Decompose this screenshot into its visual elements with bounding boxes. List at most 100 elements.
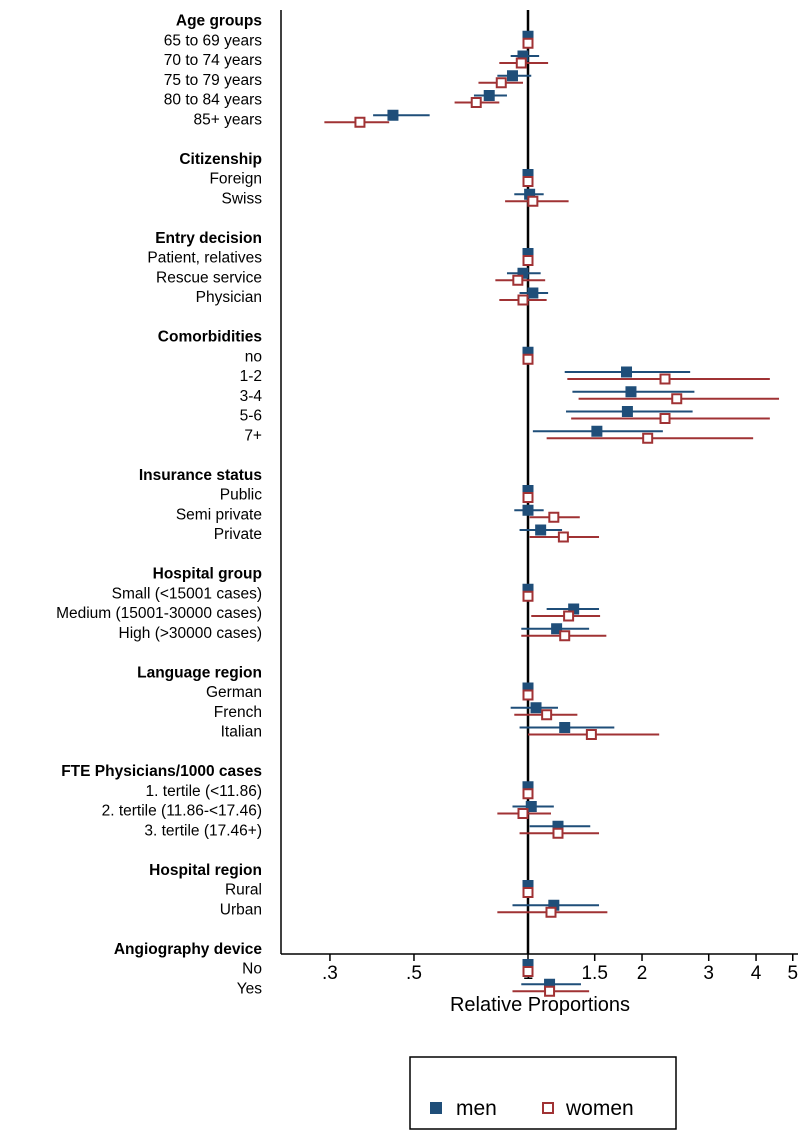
women-point bbox=[522, 492, 534, 503]
women-point bbox=[659, 413, 671, 424]
legend-box bbox=[409, 1056, 677, 1130]
men-point bbox=[517, 50, 529, 62]
row-label: Urban bbox=[220, 901, 262, 918]
x-tick-label: 3 bbox=[703, 963, 714, 984]
x-tick-label: .3 bbox=[322, 963, 338, 984]
row-label: Rural bbox=[225, 882, 262, 899]
row-label: Patient, relatives bbox=[147, 250, 262, 267]
row-labels: Age groups 65 to 69 years 70 to 74 years 75… bbox=[56, 13, 262, 998]
women-point bbox=[642, 432, 654, 444]
x-tick-label: .5 bbox=[406, 963, 422, 984]
row-label: 3. tertile (17.46+) bbox=[144, 822, 262, 839]
row-label: Swiss bbox=[222, 190, 263, 207]
women-point bbox=[517, 808, 529, 819]
women-point bbox=[545, 906, 557, 918]
legend-women-marker bbox=[542, 1102, 554, 1114]
women-point bbox=[470, 97, 482, 108]
men-point bbox=[522, 30, 534, 42]
legend: men women bbox=[409, 1056, 677, 1130]
row-label: no bbox=[245, 348, 262, 365]
row-label: 80 to 84 years bbox=[164, 92, 262, 109]
men-point bbox=[568, 603, 580, 615]
row-label: German bbox=[206, 684, 262, 701]
row-label: 85+ years bbox=[193, 111, 262, 128]
men-point bbox=[522, 248, 534, 259]
women-point bbox=[515, 57, 527, 69]
group-header: Citizenship bbox=[179, 151, 262, 168]
women-point bbox=[522, 590, 534, 602]
men-point bbox=[621, 366, 633, 378]
row-label: 75 to 79 years bbox=[164, 72, 262, 89]
women-point bbox=[517, 294, 529, 306]
row-label: Italian bbox=[221, 724, 262, 741]
row-label: Private bbox=[214, 526, 262, 543]
women-point bbox=[671, 393, 683, 405]
row-label: Yes bbox=[237, 980, 263, 997]
row-label: 70 to 74 years bbox=[164, 52, 262, 69]
row-label: French bbox=[214, 704, 262, 721]
women-point bbox=[495, 77, 507, 89]
group-header: Insurance status bbox=[139, 467, 262, 484]
women-point bbox=[522, 255, 534, 266]
men-point bbox=[483, 90, 495, 101]
men-point bbox=[524, 188, 536, 200]
men-point bbox=[522, 504, 534, 516]
women-point bbox=[522, 353, 534, 365]
row-label: 65 to 69 years bbox=[164, 32, 262, 49]
group-header: Age groups bbox=[176, 13, 262, 30]
x-tick-label: 2 bbox=[637, 963, 648, 984]
row-label: Foreign bbox=[209, 171, 262, 188]
group-header: Entry decision bbox=[155, 230, 262, 247]
women-point bbox=[541, 709, 553, 721]
women-point bbox=[659, 373, 671, 385]
men-point bbox=[522, 781, 534, 793]
row-label: 7+ bbox=[244, 427, 262, 444]
men-point bbox=[522, 682, 534, 694]
men-point bbox=[522, 583, 534, 595]
men-point bbox=[522, 959, 534, 970]
men-point bbox=[530, 702, 542, 714]
row-label: Rescue service bbox=[156, 269, 262, 286]
men-point bbox=[535, 524, 547, 536]
women-point bbox=[512, 274, 524, 286]
men-point bbox=[506, 70, 518, 82]
row-label: Small (<15001 cases) bbox=[112, 585, 262, 602]
men-point bbox=[551, 623, 563, 635]
legend-men-label: men bbox=[456, 1097, 497, 1120]
men-point bbox=[621, 406, 633, 417]
row-label: Medium (15001-30000 cases) bbox=[56, 605, 262, 622]
women-point bbox=[522, 966, 534, 977]
men-point bbox=[387, 109, 399, 121]
men-point bbox=[517, 267, 529, 279]
x-axis-title: Relative Proportions bbox=[450, 994, 630, 1016]
men-point bbox=[548, 899, 560, 911]
men-point bbox=[625, 386, 637, 398]
group-header: Language region bbox=[137, 664, 262, 681]
women-point bbox=[522, 176, 534, 187]
women-point bbox=[563, 610, 575, 622]
row-label: Semi private bbox=[176, 506, 262, 523]
women-point bbox=[544, 985, 556, 997]
legend-men-marker bbox=[430, 1102, 442, 1114]
women-point bbox=[522, 788, 534, 800]
women-point bbox=[559, 630, 571, 642]
row-label: 5-6 bbox=[240, 408, 262, 425]
legend-women-label: women bbox=[565, 1097, 634, 1120]
men-point bbox=[522, 880, 534, 891]
women-point bbox=[522, 689, 534, 701]
men-point bbox=[522, 346, 534, 358]
row-label: 3-4 bbox=[240, 388, 263, 405]
men-point bbox=[522, 169, 534, 180]
row-label: 1. tertile (<11.86) bbox=[146, 783, 262, 800]
men-point bbox=[525, 801, 537, 812]
group-header: Hospital group bbox=[153, 566, 262, 583]
row-label: No bbox=[242, 961, 262, 978]
x-tick-label: 1.5 bbox=[581, 963, 607, 984]
women-point bbox=[548, 511, 560, 523]
women-point bbox=[557, 531, 569, 543]
plot-marks bbox=[324, 30, 780, 997]
group-header: Angiography device bbox=[114, 941, 263, 958]
women-point bbox=[552, 827, 564, 839]
row-label: Public bbox=[220, 487, 262, 504]
